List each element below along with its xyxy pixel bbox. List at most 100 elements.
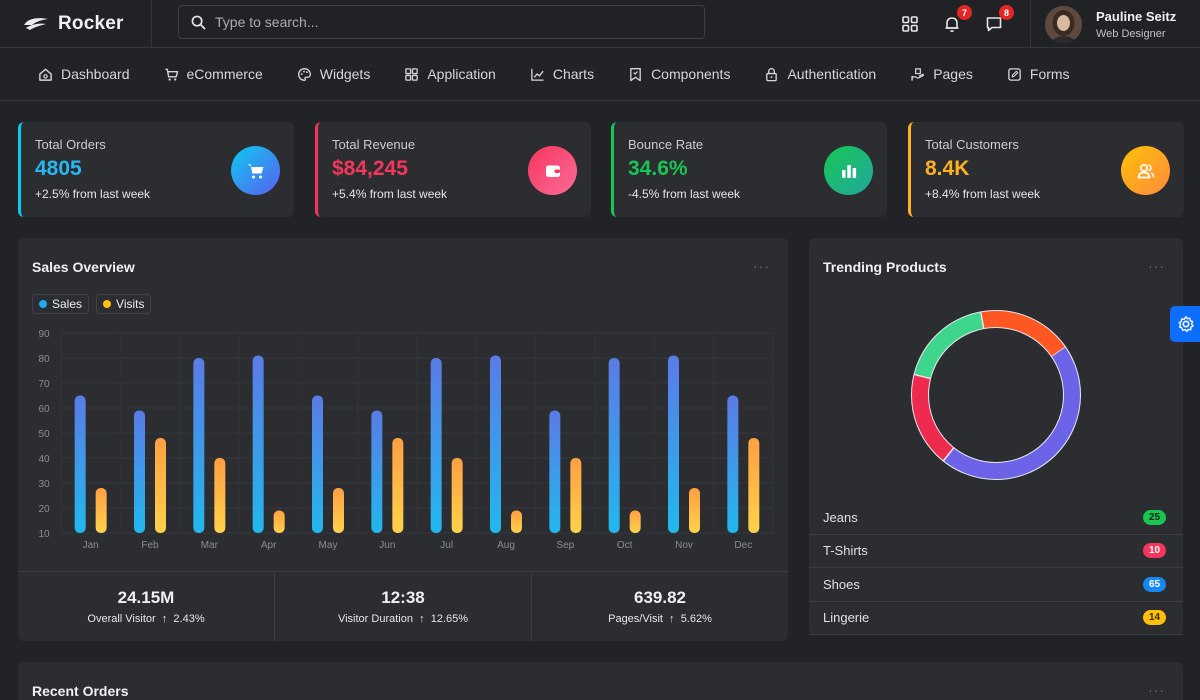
y-tick-label: 60 (38, 404, 50, 415)
x-tick-label: Sep (556, 540, 574, 551)
stat-value: 8.4K (925, 157, 970, 180)
summary-value: 12:38 (381, 588, 425, 607)
count-badge: 65 (1143, 576, 1166, 592)
donut-separator (913, 373, 931, 380)
list-item[interactable]: Lingerie 14 (809, 602, 1183, 635)
sales-overview-panel: Sales Overview ··· Sales Visits 10 20 30 40… (18, 238, 788, 641)
home-icon (39, 68, 52, 81)
stat-label: Total Customers (925, 137, 1019, 152)
x-tick-label: Jul (440, 540, 453, 551)
bar-visits (689, 488, 700, 533)
recent-orders-panel: Recent Orders ··· (18, 662, 1183, 700)
list-item[interactable]: Jeans 25 (809, 501, 1183, 535)
x-tick-label: Nov (675, 540, 693, 551)
stat-label: Total Revenue (332, 137, 416, 152)
search-input[interactable] (215, 14, 675, 30)
nav-item-pages[interactable]: Pages (910, 66, 973, 82)
nav-item-ecommerce[interactable]: eCommerce (164, 66, 263, 82)
panel-title: Recent Orders (32, 683, 129, 699)
avatar-image (1045, 5, 1082, 43)
nav-item-components[interactable]: Components (628, 66, 730, 82)
bar-chart-icon (824, 146, 873, 195)
brand[interactable]: Rocker (0, 0, 152, 48)
donut-slice[interactable] (943, 346, 1081, 480)
bar-visits (570, 458, 582, 533)
x-tick-label: May (319, 540, 338, 551)
message-count-badge: 8 (999, 5, 1014, 20)
bar-visits (214, 458, 226, 533)
nav-item-charts[interactable]: Charts (530, 66, 594, 82)
summary-visitor-duration: 12:38 Visitor Duration ↑ 12.65% (275, 572, 532, 641)
y-tick-label: 70 (38, 379, 50, 390)
pages-icon (911, 67, 925, 81)
bell-glyph (945, 17, 959, 32)
summary-value: 639.82 (634, 588, 686, 607)
summary-change: 12.65% (430, 613, 469, 625)
app-name: Rocker (58, 12, 124, 34)
legend-item-sales[interactable]: Sales (32, 294, 90, 314)
more-menu-icon[interactable]: ··· (753, 258, 770, 274)
summary-change: 5.62% (680, 613, 712, 625)
legend-item-visits[interactable]: Visits (96, 294, 152, 314)
bar-visits (155, 438, 166, 533)
donut-outline (911, 310, 1081, 480)
nav-item-dashboard[interactable]: Dashboard (38, 66, 130, 82)
search-icon (191, 15, 206, 29)
lock-icon (766, 67, 778, 81)
trending-donut-chart (911, 310, 1081, 480)
legend-label: Sales (52, 297, 83, 311)
summary-change: 2.43% (173, 613, 205, 625)
message-icon[interactable]: 8 (982, 5, 1014, 36)
theme-settings-button[interactable] (1170, 306, 1200, 342)
bar-visits (273, 510, 285, 533)
list-item[interactable]: T-Shirts 10 (809, 535, 1183, 568)
nav-label: Pages (933, 66, 973, 82)
product-name: Shoes (823, 576, 860, 592)
donut-slice[interactable] (911, 374, 955, 462)
y-tick-label: 80 (38, 354, 50, 365)
nav-label: Widgets (319, 66, 371, 82)
summary-label: Pages/Visit ↑ 5.62% (532, 613, 788, 625)
donut-separator (979, 311, 985, 329)
bar-sales (252, 355, 264, 533)
palette-icon (297, 67, 311, 81)
bar-sales (549, 410, 561, 533)
nav-item-application[interactable]: Application (404, 66, 496, 82)
trending-products-panel: Trending Products ··· Jeans 25 T-Shirts … (809, 238, 1183, 635)
cart-icon (164, 68, 178, 81)
x-tick-label: Feb (141, 540, 159, 551)
donut-slice[interactable] (980, 310, 1066, 357)
user-menu[interactable]: Pauline Seitz Web Designer (1030, 0, 1200, 48)
message-glyph (986, 17, 1002, 32)
nav-item-authentication[interactable]: Authentication (764, 66, 876, 82)
y-tick-label: 10 (38, 529, 50, 540)
stat-card-total-revenue: Total Revenue $84,245 +5.4% from last we… (315, 122, 591, 217)
nav-label: eCommerce (186, 66, 263, 82)
x-tick-label: Dec (734, 540, 752, 551)
apps-grid-icon[interactable] (898, 12, 922, 36)
sales-summary-row: 24.15M Overall Visitor ↑ 2.43% 12:38 Vis… (18, 571, 788, 641)
stat-card-bounce-rate: Bounce Rate 34.6% -4.5% from last week (611, 122, 887, 217)
bar-sales (134, 410, 145, 533)
x-tick-label: Apr (261, 540, 277, 551)
nav-item-widgets[interactable]: Widgets (297, 66, 371, 82)
stat-value: 34.6% (628, 157, 688, 180)
search-box[interactable] (178, 5, 705, 39)
count-badge: 10 (1143, 543, 1166, 559)
bar-sales (608, 358, 620, 533)
nav-label: Authentication (787, 66, 877, 82)
bell-icon[interactable]: 7 (940, 5, 972, 36)
donut-slice[interactable] (914, 311, 985, 379)
bar-visits (748, 438, 760, 533)
users-glyph (1137, 163, 1154, 178)
more-menu-icon[interactable]: ··· (1148, 682, 1165, 698)
panel-title: Sales Overview (32, 259, 135, 275)
cart-glyph (247, 163, 263, 178)
nav-label: Application (427, 66, 496, 82)
count-badge: 25 (1143, 509, 1166, 525)
list-item[interactable]: Shoes 65 (809, 568, 1183, 602)
stat-card-total-orders: Total Orders 4805 +2.5% from last week (18, 122, 294, 217)
more-menu-icon[interactable]: ··· (1148, 258, 1165, 274)
nav-item-forms[interactable]: Forms (1007, 66, 1070, 82)
y-tick-label: 50 (38, 429, 50, 440)
